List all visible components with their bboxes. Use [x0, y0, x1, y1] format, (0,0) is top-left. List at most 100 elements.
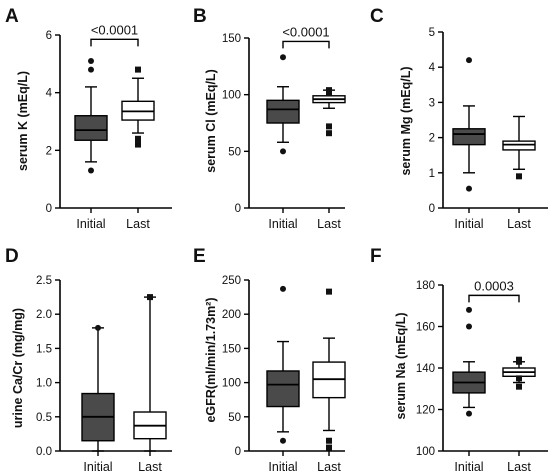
y-axis-label: urine Ca/Cr (mg/mg) — [11, 308, 25, 428]
outlier-point — [516, 383, 522, 390]
outlier-point — [280, 54, 286, 61]
panel-letter: B — [193, 6, 207, 27]
y-tick-label: 5 — [429, 27, 435, 39]
panel-letter: D — [5, 246, 19, 267]
panel-b: B serum Cl (mEq/L) 0 50 100 150 Initial Last <… — [193, 6, 346, 231]
x-tick-label: Initial — [76, 217, 105, 231]
y-tick-label: 2.0 — [36, 309, 52, 321]
x-tick-label: Last — [507, 217, 531, 231]
plot-area: 0 50 100 150 Initial Last <0.0001 — [222, 24, 346, 231]
y-axis-label: serum Mg (mEq/L) — [399, 66, 413, 175]
y-tick-label: 1.5 — [36, 343, 52, 355]
outlier-point — [280, 285, 286, 292]
panel-f: F serum Na (mEq/L) 100 120 140 160 180 Initia… — [370, 246, 548, 474]
x-tick-label: Initial — [454, 460, 483, 474]
x-tick-label: Last — [138, 460, 162, 474]
x-tick-label: Initial — [268, 217, 297, 231]
y-axis-label: serum Cl (mEq/L) — [204, 69, 218, 173]
y-tick-label: 50 — [228, 146, 241, 158]
outlier-point — [516, 375, 522, 382]
outlier-point — [135, 66, 141, 73]
panel-letter: C — [370, 6, 384, 27]
x-tick-label: Initial — [83, 460, 112, 474]
outlier-point — [326, 444, 332, 451]
outlier-point — [135, 135, 141, 142]
y-axis-label: eGFR(ml/min/1.73m²) — [204, 297, 218, 422]
outlier-point — [88, 167, 94, 174]
y-axis-label: serum K (mEq/L) — [16, 71, 30, 171]
plot-area: 0.0 0.5 1.0 1.5 2.0 2.5 Initial Last — [36, 275, 172, 474]
y-tick-label: 250 — [222, 275, 241, 287]
p-value-label: 0.0003 — [474, 278, 514, 293]
y-tick-label: 0 — [235, 203, 241, 215]
outlier-point — [88, 66, 94, 73]
panel-letter: E — [193, 246, 206, 267]
y-tick-label: 0 — [429, 203, 435, 215]
y-tick-label: 200 — [222, 309, 241, 321]
y-tick-label: 2.5 — [36, 275, 52, 287]
outlier-point — [280, 148, 286, 155]
outlier-point — [466, 323, 472, 330]
panel-e: E eGFR(ml/min/1.73m²) 0 50 100 150 200 250 Ini… — [193, 246, 346, 474]
box — [266, 99, 300, 124]
panel-letter: F — [370, 246, 382, 267]
panel-a: A serum K (mEq/L) 0 2 4 6 Initial Last <0.0001 — [5, 6, 172, 231]
outlier-point — [326, 288, 332, 295]
y-tick-label: 100 — [222, 378, 241, 390]
outlier-point — [516, 356, 522, 363]
y-tick-label: 120 — [416, 405, 435, 417]
significance-bracket — [468, 294, 520, 303]
outlier-point — [135, 141, 141, 148]
x-tick-label: Initial — [454, 217, 483, 231]
significance-bracket — [282, 40, 330, 49]
y-tick-label: 4 — [46, 88, 53, 100]
panel-c: C serum Mg (mEq/L) 0 1 2 3 4 5 Initial Last — [370, 6, 548, 231]
y-tick-label: 100 — [416, 446, 435, 458]
outlier-point — [326, 437, 332, 444]
y-tick-label: 0.0 — [36, 446, 52, 458]
y-tick-label: 1.0 — [36, 378, 52, 390]
p-value-label: <0.0001 — [91, 22, 138, 37]
plot-area: 0 50 100 150 200 250 Initial Last — [222, 275, 346, 474]
outlier-point — [516, 173, 522, 180]
x-tick-label: Last — [317, 460, 341, 474]
y-tick-label: 180 — [416, 280, 435, 292]
plot-area: 100 120 140 160 180 Initial Last 0.0003 — [416, 278, 548, 474]
x-tick-label: Initial — [268, 460, 297, 474]
y-tick-label: 0.5 — [36, 412, 52, 424]
y-tick-label: 160 — [416, 322, 435, 334]
panel-d: D urine Ca/Cr (mg/mg) 0.0 0.5 1.0 1.5 2.0 2.5… — [5, 246, 172, 474]
y-tick-label: 0 — [235, 446, 241, 458]
y-tick-label: 1 — [429, 168, 435, 180]
outlier-point — [147, 294, 153, 301]
panel-letter: A — [5, 6, 19, 27]
outlier-point — [95, 324, 101, 331]
box — [74, 115, 108, 141]
outlier-point — [326, 87, 332, 94]
y-tick-label: 6 — [46, 30, 52, 42]
significance-bracket — [90, 38, 139, 47]
plot-area: 0 1 2 3 4 5 Initial Last — [429, 27, 548, 231]
y-tick-label: 2 — [46, 145, 52, 157]
box — [266, 370, 300, 408]
y-tick-label: 150 — [222, 33, 241, 45]
p-value-label: <0.0001 — [282, 24, 329, 39]
outlier-point — [88, 57, 94, 64]
plot-area: 0 2 4 6 Initial Last <0.0001 — [46, 22, 172, 231]
outlier-point — [326, 123, 332, 130]
outlier-point — [466, 57, 472, 64]
y-tick-label: 140 — [416, 363, 435, 375]
outlier-point — [280, 437, 286, 444]
y-tick-label: 2 — [429, 133, 435, 145]
x-tick-label: Last — [507, 460, 531, 474]
box — [452, 128, 486, 146]
y-tick-label: 4 — [429, 62, 436, 74]
y-tick-label: 50 — [228, 412, 241, 424]
y-tick-label: 0 — [46, 203, 52, 215]
x-tick-label: Last — [126, 217, 150, 231]
y-tick-label: 150 — [222, 343, 241, 355]
x-tick-label: Last — [317, 217, 341, 231]
outlier-point — [326, 130, 332, 137]
y-tick-label: 100 — [222, 90, 241, 102]
